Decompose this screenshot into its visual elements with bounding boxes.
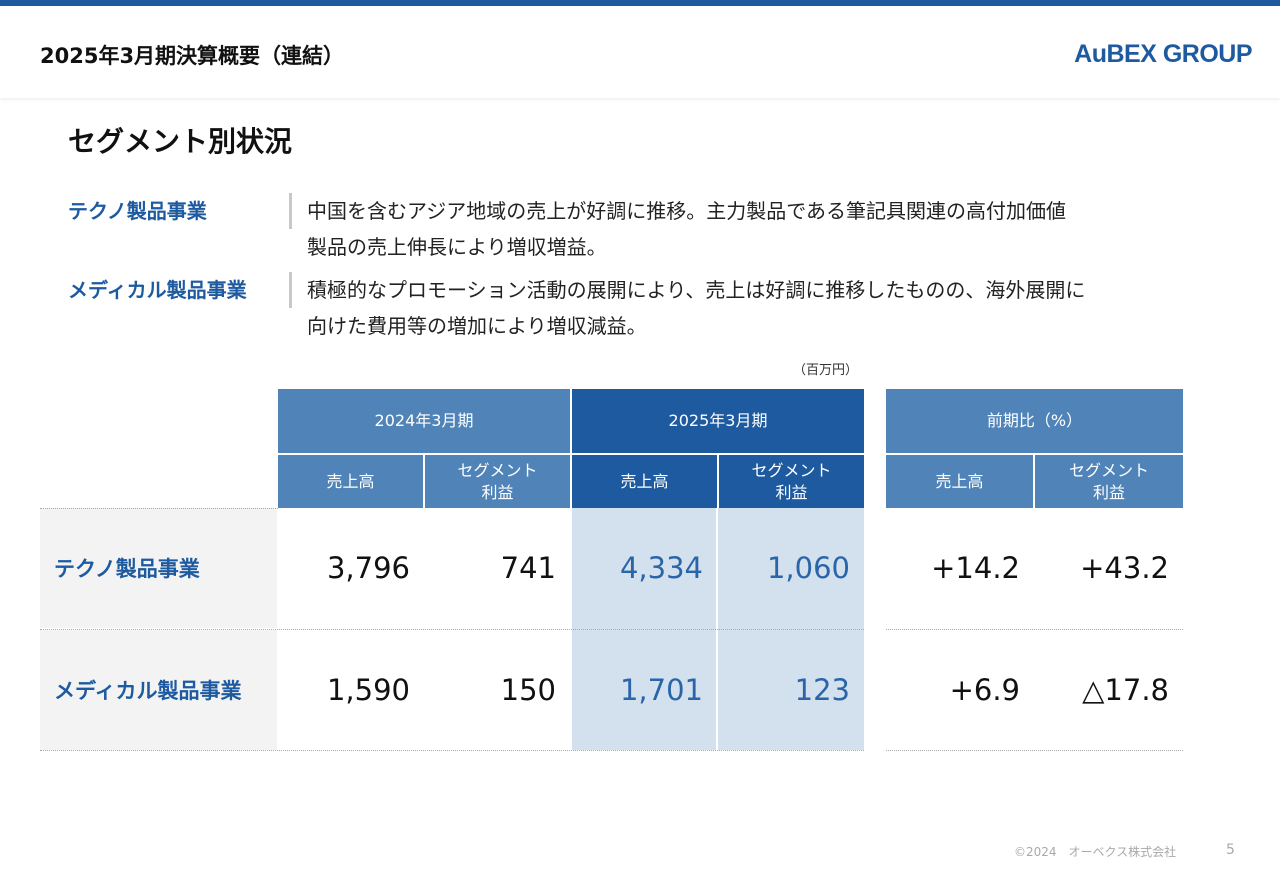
cell-prev-sales: 3,796 — [326, 551, 410, 585]
row-separator — [886, 750, 1183, 751]
company-logo: AuBEX GROUP — [1074, 40, 1252, 68]
row-separator — [886, 629, 1183, 630]
header-fy2025: 2025年3月期 — [572, 389, 864, 453]
subheader-profit-line: セグメント — [457, 460, 538, 480]
cell-yoy-profit: +43.2 — [1080, 551, 1169, 585]
copyright: ©2024 オーベクス株式会社 — [1014, 845, 1177, 859]
cell-yoy-profit: △17.8 — [1082, 673, 1169, 707]
cell-yoy-sales: +14.2 — [931, 551, 1020, 585]
subheader-profit-line: 利益 — [1092, 482, 1125, 502]
subheader-profit-line: 利益 — [481, 482, 514, 502]
cell-prev-sales: 1,590 — [326, 673, 410, 707]
desc-line: 中国を含むアジア地域の売上が好調に推移。主力製品である筆記具関連の高付加価値 — [307, 199, 1066, 223]
subheader-profit: セグメント 利益 — [719, 455, 864, 508]
cell-yoy-sales: +6.9 — [949, 673, 1020, 707]
desc-line: 向けた費用等の増加により増収減益。 — [307, 314, 647, 338]
desc-divider — [289, 272, 292, 308]
row-separator — [40, 629, 864, 630]
top-accent-bar — [0, 0, 1280, 6]
row-label-techno: テクノ製品事業 — [40, 508, 277, 628]
header-fy2024: 2024年3月期 — [278, 389, 570, 453]
desc-label-techno: テクノ製品事業 — [68, 199, 207, 223]
subheader-sales: 売上高 — [278, 455, 423, 508]
cell-cur-sales: 4,334 — [619, 551, 703, 585]
desc-text-medical: 積極的なプロモーション活動の展開により、売上は好調に推移したものの、海外展開に … — [307, 272, 1217, 344]
page-number: 5 — [1226, 842, 1235, 858]
desc-line: 製品の売上伸長により増収増益。 — [307, 235, 607, 259]
row-separator — [40, 508, 278, 509]
row-separator — [40, 750, 864, 751]
desc-line: 積極的なプロモーション活動の展開により、売上は好調に推移したものの、海外展開に — [307, 278, 1086, 302]
section-title: セグメント別状況 — [68, 125, 293, 158]
cell-cur-profit: 123 — [794, 673, 850, 707]
subheader-profit: セグメント 利益 — [1035, 455, 1183, 508]
cell-cur-profit: 1,060 — [766, 551, 850, 585]
page-title: 2025年3月期決算概要（連結） — [40, 44, 345, 68]
cell-cur-sales: 1,701 — [619, 673, 703, 707]
subheader-profit: セグメント 利益 — [425, 455, 570, 508]
subheader-profit-line: セグメント — [1068, 460, 1149, 480]
page-header: 2025年3月期決算概要（連結） AuBEX GROUP — [0, 6, 1280, 98]
subheader-profit-line: 利益 — [775, 482, 808, 502]
subheader-profit-line: セグメント — [751, 460, 832, 480]
desc-text-techno: 中国を含むアジア地域の売上が好調に推移。主力製品である筆記具関連の高付加価値 製… — [307, 193, 1217, 265]
unit-label: （百万円） — [793, 363, 859, 378]
cell-prev-profit: 150 — [500, 673, 556, 707]
header-yoy: 前期比（%） — [886, 389, 1183, 453]
subheader-sales: 売上高 — [572, 455, 717, 508]
desc-label-medical: メディカル製品事業 — [68, 278, 247, 302]
desc-divider — [289, 193, 292, 229]
row-label-medical: メディカル製品事業 — [40, 630, 277, 750]
cell-prev-profit: 741 — [500, 551, 556, 585]
subheader-sales: 売上高 — [886, 455, 1033, 508]
